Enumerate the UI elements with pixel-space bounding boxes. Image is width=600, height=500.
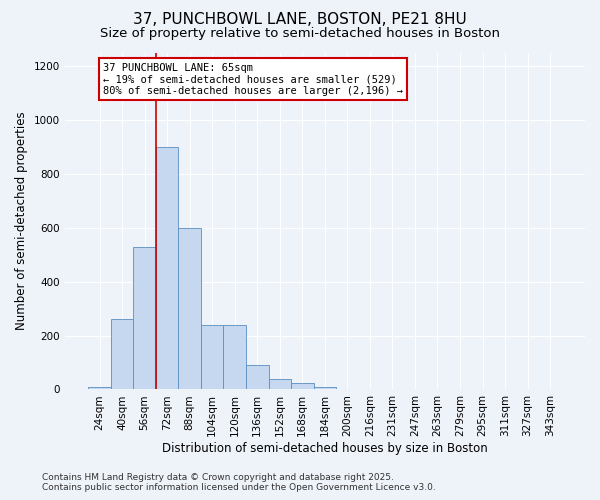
X-axis label: Distribution of semi-detached houses by size in Boston: Distribution of semi-detached houses by … (162, 442, 488, 455)
Bar (269, 378, 291, 390)
Text: 37, PUNCHBOWL LANE, BOSTON, PE21 8HU: 37, PUNCHBOWL LANE, BOSTON, PE21 8HU (133, 12, 467, 28)
Bar (156, 147, 178, 390)
Bar (223, 325, 246, 390)
Text: Size of property relative to semi-detached houses in Boston: Size of property relative to semi-detach… (100, 28, 500, 40)
Bar (291, 382, 314, 390)
Bar (178, 228, 201, 390)
Y-axis label: Number of semi-detached properties: Number of semi-detached properties (15, 112, 28, 330)
Bar (246, 365, 269, 390)
Bar (111, 320, 133, 390)
Bar (88, 387, 111, 390)
Text: 37 PUNCHBOWL LANE: 65sqm
← 19% of semi-detached houses are smaller (529)
80% of : 37 PUNCHBOWL LANE: 65sqm ← 19% of semi-d… (103, 62, 403, 96)
Bar (314, 387, 336, 390)
Bar (201, 325, 223, 390)
Text: Contains HM Land Registry data © Crown copyright and database right 2025.
Contai: Contains HM Land Registry data © Crown c… (42, 473, 436, 492)
Bar (133, 246, 156, 390)
